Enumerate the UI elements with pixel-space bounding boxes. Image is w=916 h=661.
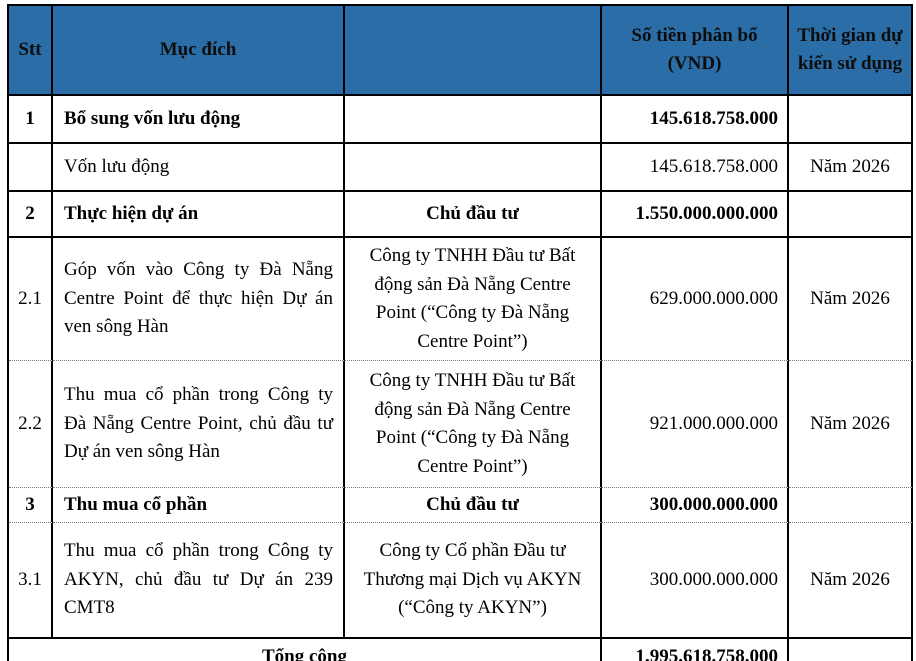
total-label-cell: Tổng cộng [9,639,602,661]
time-cell: Năm 2026 [789,144,913,192]
stt-cell: 1 [9,96,53,144]
stt-cell: 2.2 [9,361,53,488]
purpose-cell: Thu mua cổ phần trong Công ty AKYN, chủ … [53,523,345,639]
total-amount-cell: 1.995.618.758.000 [602,639,789,661]
allocation-table: Stt Mục đích Số tiền phân bổ (VND) Thời … [7,4,913,661]
amount-cell: 145.618.758.000 [602,96,789,144]
amount-cell: 300.000.000.000 [602,488,789,523]
table-header-row: Stt Mục đích Số tiền phân bổ (VND) Thời … [9,6,913,96]
purpose-cell: Vốn lưu động [53,144,345,192]
purpose-cell: Thực hiện dự án [53,192,345,238]
stt-cell [9,144,53,192]
stt-cell: 3 [9,488,53,523]
time-cell [789,488,913,523]
time-cell: Năm 2026 [789,361,913,488]
amount-cell: 1.550.000.000.000 [602,192,789,238]
investor-cell: Công ty Cổ phần Đầu tư Thương mại Dịch v… [345,523,602,639]
purpose-cell: Bổ sung vốn lưu động [53,96,345,144]
stt-cell: 3.1 [9,523,53,639]
header-investor-blank [345,6,602,96]
table-row: 1 Bổ sung vốn lưu động 145.618.758.000 [9,96,913,144]
table-row: Vốn lưu động 145.618.758.000 Năm 2026 [9,144,913,192]
investor-cell: Chủ đầu tư [345,488,602,523]
header-purpose: Mục đích [53,6,345,96]
header-time: Thời gian dự kiến sử dụng [789,6,913,96]
amount-cell: 145.618.758.000 [602,144,789,192]
table-total-row: Tổng cộng 1.995.618.758.000 [9,639,913,661]
time-cell: Năm 2026 [789,238,913,361]
investor-cell [345,144,602,192]
amount-cell: 300.000.000.000 [602,523,789,639]
investor-cell [345,96,602,144]
time-cell [789,96,913,144]
time-cell: Năm 2026 [789,523,913,639]
table-row: 3.1 Thu mua cổ phần trong Công ty AKYN, … [9,523,913,639]
header-stt: Stt [9,6,53,96]
purpose-cell: Góp vốn vào Công ty Đà Nẵng Centre Point… [53,238,345,361]
header-amount: Số tiền phân bổ (VND) [602,6,789,96]
amount-cell: 921.000.000.000 [602,361,789,488]
total-time-cell [789,639,913,661]
investor-cell: Công ty TNHH Đầu tư Bất động sản Đà Nẵng… [345,238,602,361]
table-row: 2.2 Thu mua cổ phần trong Công ty Đà Nẵn… [9,361,913,488]
stt-cell: 2 [9,192,53,238]
stt-cell: 2.1 [9,238,53,361]
table-row: 2.1 Góp vốn vào Công ty Đà Nẵng Centre P… [9,238,913,361]
amount-cell: 629.000.000.000 [602,238,789,361]
purpose-cell: Thu mua cổ phần trong Công ty Đà Nẵng Ce… [53,361,345,488]
time-cell [789,192,913,238]
table-row: 3 Thu mua cổ phần Chủ đầu tư 300.000.000… [9,488,913,523]
investor-cell: Công ty TNHH Đầu tư Bất động sản Đà Nẵng… [345,361,602,488]
purpose-cell: Thu mua cổ phần [53,488,345,523]
table-row: 2 Thực hiện dự án Chủ đầu tư 1.550.000.0… [9,192,913,238]
investor-cell: Chủ đầu tư [345,192,602,238]
